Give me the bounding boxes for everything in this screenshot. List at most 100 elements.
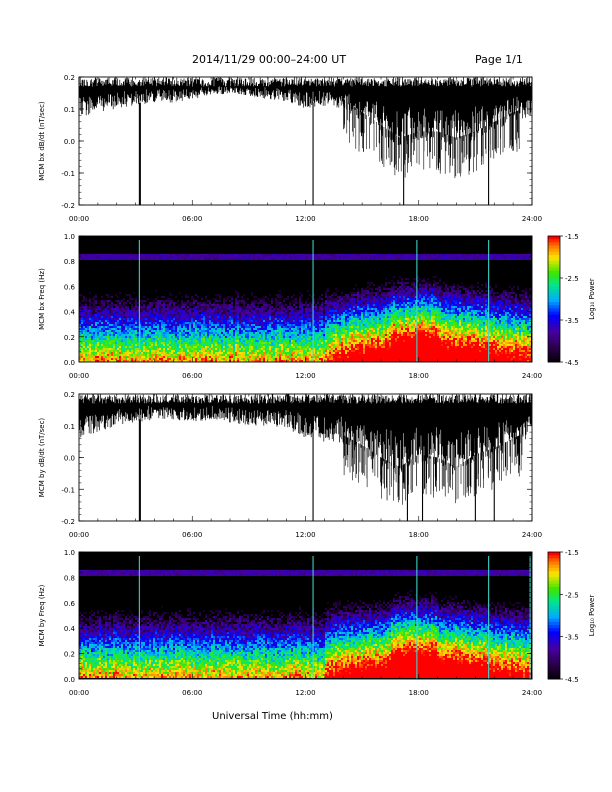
bx-spectrogram-cell <box>235 354 237 356</box>
bx-spectrogram-cell <box>235 350 237 352</box>
bx-spectrogram-cell <box>79 314 81 316</box>
page-indicator: Page 1/1 <box>475 53 523 66</box>
bx-spectrogram-cell <box>141 326 143 328</box>
bx-spectrogram-cell <box>245 356 247 358</box>
bx-spectrogram-cell <box>117 258 119 260</box>
bx-spectrogram-cell <box>113 344 115 346</box>
bx-spectrogram-cell <box>133 316 135 318</box>
bx-spectrogram-cell <box>267 256 269 258</box>
bx-spectrogram-cell <box>195 350 197 352</box>
bx-spectrogram-cell <box>329 312 331 314</box>
bx-spectrogram-cell <box>329 354 331 356</box>
bx-spectrogram-cell <box>217 294 219 296</box>
bx-spectrogram-cell <box>327 330 329 332</box>
bx-spectrogram-cell <box>135 350 137 352</box>
bx-spectrogram-cell <box>257 348 259 350</box>
bx-spectrogram-cell <box>309 354 311 356</box>
bx-spectrogram-cell <box>241 344 243 346</box>
bx-spectrogram-cell <box>261 298 263 300</box>
bx-spectrogram-cell <box>219 356 221 358</box>
bx-spectrogram-cell <box>111 326 113 328</box>
bx-spectrogram-cell <box>259 336 261 338</box>
bx-spectrogram-cell <box>125 358 127 360</box>
bx-spectrogram-cell <box>113 352 115 354</box>
bx-spectrogram-cell <box>351 292 353 294</box>
bx-spectrogram-cell <box>297 302 299 304</box>
bx-spectrogram-cell <box>217 318 219 320</box>
bx-spectrogram-cell <box>337 354 339 356</box>
bx-spectrogram-cell <box>297 332 299 334</box>
bx-spectrogram-cell <box>305 322 307 324</box>
bx-spectrogram-cell <box>83 308 85 310</box>
bx-spectrogram-cell <box>117 350 119 352</box>
bx-spectrogram-cell <box>341 356 343 358</box>
bx-spectrogram-cell <box>195 256 197 258</box>
bx-spectrogram-cell <box>181 340 183 342</box>
bx-spectrogram-cell <box>359 360 361 362</box>
bx-spectrogram-cell <box>127 312 129 314</box>
bx-spectrogram-cell <box>359 318 361 320</box>
bx-spectrogram-cell <box>295 310 297 312</box>
bx-spectrogram-cell <box>193 330 195 332</box>
bx-spectrogram-cell <box>265 358 267 360</box>
bx-spectrogram-cell <box>85 318 87 320</box>
bx-spectrogram-cell <box>177 344 179 346</box>
bx-spectrogram-cell <box>325 350 327 352</box>
bx-spectrogram-cell <box>119 320 121 322</box>
bx-spectrogram-cell <box>265 308 267 310</box>
bx-spectrogram-cell <box>355 324 357 326</box>
bx-spectrogram-cell <box>207 322 209 324</box>
bx-spectrogram-cell <box>235 304 237 306</box>
bx-spectrogram-cell <box>309 294 311 296</box>
bx-spectrogram-cell <box>179 332 181 334</box>
bx-spectrogram-cell <box>283 344 285 346</box>
bx-spectrogram-cell <box>209 350 211 352</box>
bx-spectrogram-cell <box>111 338 113 340</box>
bx-spectrogram-cell <box>109 306 111 308</box>
bx-spectrogram-cell <box>313 312 315 314</box>
bx-spectrogram-cell <box>251 356 253 358</box>
bx-spectrogram-cell <box>211 304 213 306</box>
bx-spectrogram-cell <box>277 352 279 354</box>
bx-spectrogram-cell <box>143 356 145 358</box>
bx-spectrogram-cell <box>101 352 103 354</box>
bx-spectrogram-cell <box>353 300 355 302</box>
bx-spectrogram-cell <box>291 306 293 308</box>
bx-spectrogram-cell <box>235 314 237 316</box>
bx-spectrogram-cell <box>323 348 325 350</box>
bx-spectrogram-cell <box>323 306 325 308</box>
bx-spectrogram-cell <box>319 326 321 328</box>
bx-spectrogram-cell <box>285 330 287 332</box>
bx-spectrogram-cell <box>197 332 199 334</box>
bx-spectrogram-cell <box>343 344 345 346</box>
bx-spectrogram-cell <box>349 330 351 332</box>
bx-spectrogram-cell <box>101 306 103 308</box>
bx-spectrogram-cell <box>299 292 301 294</box>
bx-spectrogram-cell <box>119 322 121 324</box>
bx-spectrogram-cell <box>121 336 123 338</box>
bx-spectrogram-cell <box>109 258 111 260</box>
bx-spectrogram-cell <box>165 310 167 312</box>
bx-spectrogram-cell <box>87 320 89 322</box>
bx-spectrogram-cell <box>251 302 253 304</box>
bx-spectrogram-cell <box>201 322 203 324</box>
bx-spectrogram-cell <box>285 316 287 318</box>
bx-spectrogram-cell <box>189 332 191 334</box>
bx-spectrogram-cell <box>321 308 323 310</box>
bx-spectrogram-cell <box>197 316 199 318</box>
bx-spectrogram-cell <box>295 300 297 302</box>
bx-spectrogram-cell <box>285 356 287 358</box>
bx-spectrogram-cell <box>251 324 253 326</box>
bx-spectrogram-cell <box>185 294 187 296</box>
bx-spectrogram-cell <box>107 318 109 320</box>
bx-spectrogram-cell <box>253 312 255 314</box>
bx-spectrogram-cell <box>325 342 327 344</box>
bx-spectrogram-cell <box>291 258 293 260</box>
bx-spectrogram-cell <box>291 334 293 336</box>
bx-spectrogram-cell <box>135 336 137 338</box>
bx-spectrogram-cell <box>127 354 129 356</box>
bx-spectrogram-cell <box>351 336 353 338</box>
bx-spectrogram-cell <box>123 348 125 350</box>
bx-spectrogram-cell <box>317 322 319 324</box>
bx-spectrogram-cell <box>335 338 337 340</box>
